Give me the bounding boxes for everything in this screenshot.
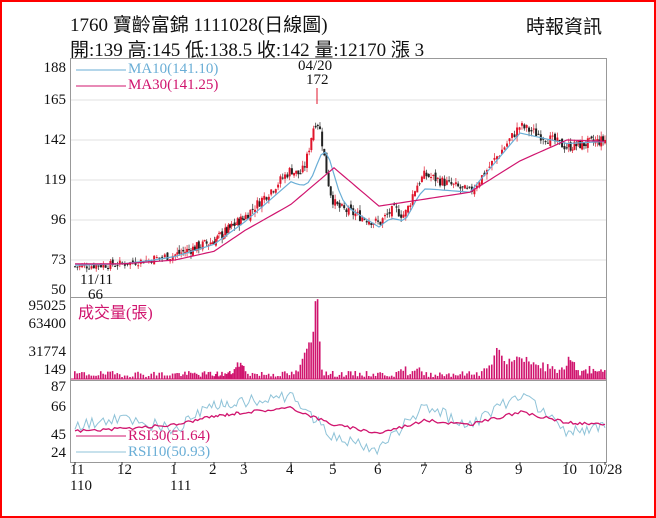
high-annotation-date: 04/20 (298, 58, 333, 74)
volume-y-tick: 31774 (28, 344, 67, 360)
x-tick: 2 (209, 462, 217, 478)
rsi-panel (70, 380, 607, 463)
volume-y-tick: 63400 (28, 316, 67, 332)
rsi-y-tick: 87 (51, 379, 66, 395)
x-tick: 9 (515, 462, 523, 478)
x-tick: 4 (286, 462, 294, 478)
legend-rsi10: RSI10(50.93) (128, 444, 211, 460)
source-label: 時報資訊 (526, 17, 603, 38)
price-y-tick: 165 (43, 92, 67, 108)
rsi-y-tick: 45 (51, 427, 66, 443)
x-tick: 12 (117, 462, 132, 478)
volume-y-tick: 95025 (28, 298, 67, 314)
x-tick: 3 (240, 462, 248, 478)
chart-title: 1760 寶齡富錦 1111028(日線圖) (70, 15, 328, 36)
low-annotation-date: 11/11 (80, 272, 114, 288)
legend-ma10: MA10(141.10) (128, 61, 219, 77)
price-y-tick: 96 (51, 212, 66, 228)
x-tick: 1 (170, 462, 178, 478)
x-tick: 7 (420, 462, 428, 478)
volume-label: 成交量(張) (78, 305, 153, 322)
ohlc-summary: 開:139 高:145 低:138.5 收:142 量:12170 漲 3 (70, 40, 425, 61)
x-tick: 6 (374, 462, 382, 478)
price-y-tick: 73 (51, 252, 66, 268)
price-y-tick: 142 (43, 132, 67, 148)
legend-rsi30: RSI30(51.64) (128, 428, 211, 444)
high-annotation-value: 172 (306, 72, 329, 88)
price-y-tick: 188 (43, 60, 67, 76)
legend-ma30: MA30(141.25) (128, 77, 219, 93)
rsi-y-tick: 24 (51, 445, 66, 461)
x-tick: 8 (465, 462, 473, 478)
low-annotation-value: 66 (88, 287, 103, 303)
volume-y-tick: 149 (43, 362, 67, 378)
x-tick-year: 110 (70, 478, 92, 494)
x-tick: 10 (562, 462, 577, 478)
x-tick: 5 (329, 462, 337, 478)
x-tick: 10/28 (588, 462, 623, 478)
rsi-y-tick: 66 (51, 399, 66, 415)
price-y-tick: 50 (51, 282, 66, 298)
x-tick-year: 111 (170, 478, 192, 494)
price-y-tick: 119 (44, 172, 66, 188)
x-tick: 11 (70, 462, 85, 478)
